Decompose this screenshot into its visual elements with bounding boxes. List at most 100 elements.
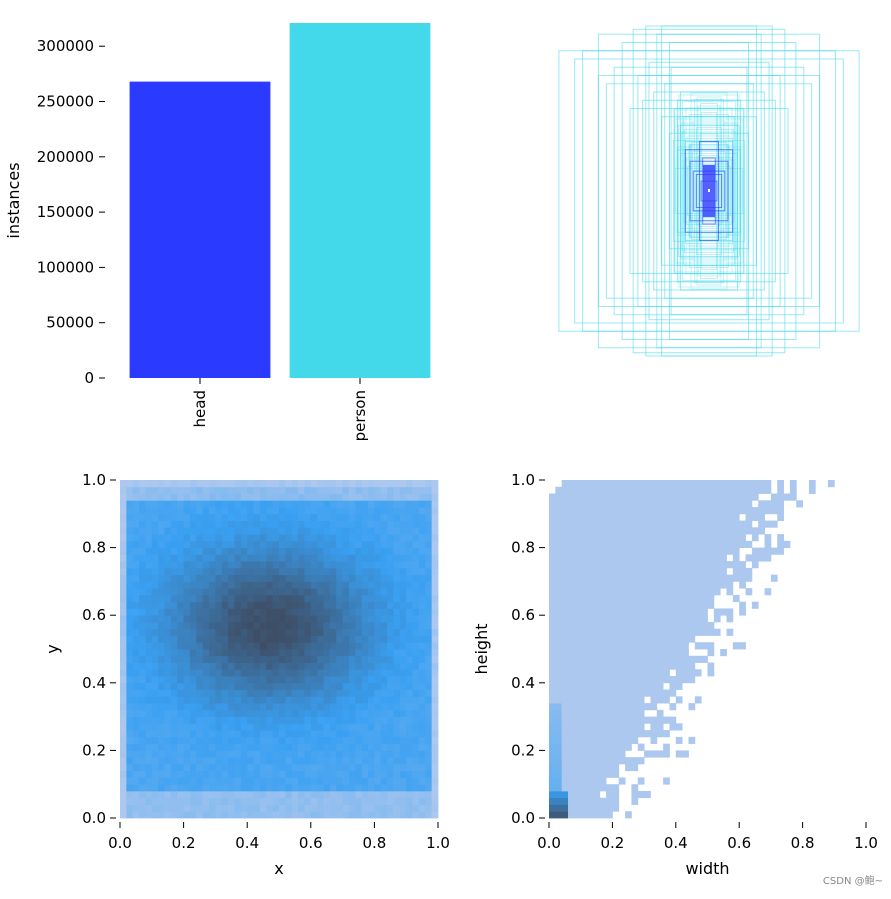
xy-cell (126, 642, 134, 650)
wh-cell (574, 716, 582, 724)
xy-cell (177, 621, 184, 630)
xy-cell (170, 628, 178, 636)
wh-cell (549, 730, 556, 738)
xy-cell (139, 547, 146, 555)
wh-cell (625, 480, 632, 488)
xy-cell (304, 811, 312, 819)
wh-cell (650, 689, 658, 697)
xy-cell (291, 601, 299, 609)
xy-cell (342, 615, 350, 623)
xy-cell (393, 567, 401, 576)
xy-cell (234, 811, 242, 819)
xy-cell (151, 635, 159, 643)
xy-cell (151, 811, 159, 819)
xy-cell (323, 561, 331, 569)
xy-cell (209, 676, 216, 684)
xy-cell (431, 750, 439, 758)
wh-cell (631, 723, 639, 731)
wh-cell (612, 527, 620, 535)
xy-cell (209, 628, 216, 636)
wh-cell (720, 608, 727, 616)
xy-cell (279, 486, 286, 494)
xy-cell (425, 554, 433, 562)
xy-cell (399, 567, 407, 576)
xy-cell (406, 608, 413, 616)
xy-cell (418, 716, 426, 724)
xy-cell (151, 784, 159, 792)
wh-cell (618, 777, 626, 785)
xy-cell (196, 723, 204, 731)
xy-cell (202, 763, 210, 772)
xy-cell (253, 588, 261, 596)
wh-cell (574, 527, 582, 535)
xy-cell (158, 493, 165, 501)
xy-cell (418, 797, 426, 805)
xy-cell (240, 567, 248, 576)
xy-cell (393, 777, 401, 785)
xy-cell (272, 615, 280, 623)
xy-cell (247, 730, 254, 738)
xy-cell (329, 628, 337, 636)
wh-cell (688, 662, 696, 670)
xy-cell (177, 642, 184, 650)
xy-cell (380, 642, 388, 650)
wh-cell (669, 513, 677, 521)
xy-cell (196, 581, 204, 589)
xy-cell (412, 703, 420, 711)
xy-cell (279, 676, 286, 684)
wh-cell (707, 662, 715, 670)
xy-cell (221, 770, 229, 778)
wh-cell (656, 547, 664, 555)
wh-cell (650, 547, 658, 555)
xy-cell (304, 520, 312, 528)
wh-cell (701, 513, 708, 521)
xy-cell (126, 581, 134, 589)
xy-cell (215, 608, 223, 616)
xy-cell (418, 811, 426, 819)
xy-cell (387, 561, 394, 569)
xy-cell (317, 696, 324, 704)
xy-cell (170, 689, 178, 697)
xy-cell (221, 716, 229, 724)
xy-cell (393, 736, 401, 745)
xy-cell (221, 527, 229, 535)
xy-cell (158, 696, 165, 704)
wh-cell (644, 527, 651, 535)
wh-cell (574, 520, 582, 528)
xy-cell (177, 777, 184, 785)
xy-cell (374, 574, 382, 582)
xy-cell (406, 527, 413, 535)
xy-cell (259, 527, 267, 535)
wh-cell (694, 554, 702, 562)
xy-cell (406, 621, 413, 630)
wh-cell (637, 655, 645, 663)
wh-cell (739, 500, 746, 508)
wh-cell (568, 676, 575, 684)
xy-cell (368, 527, 375, 535)
wh-cell (599, 757, 607, 765)
xy-cell (259, 777, 267, 785)
xy-cell (120, 486, 127, 494)
wh-cell (656, 621, 664, 630)
xy-cell (355, 540, 363, 548)
wh-cell (593, 804, 601, 812)
xy-cell (393, 763, 401, 772)
wh-cell (549, 689, 556, 697)
xy-cell (393, 649, 401, 657)
xy-cell (285, 621, 293, 630)
xy-cell (380, 669, 388, 677)
wh-cell (631, 682, 639, 690)
wh-cell (612, 574, 620, 582)
wh-cell (720, 507, 727, 515)
wh-cell (720, 486, 727, 494)
xy-cell (234, 628, 242, 636)
xy-cell (361, 534, 369, 542)
xy-cell (253, 696, 261, 704)
xy-cell (412, 689, 420, 697)
xy-cell (342, 716, 350, 724)
xy-cell (418, 601, 426, 609)
xy-cell (126, 757, 134, 765)
xy-cell (361, 784, 369, 792)
wh-cell (549, 507, 556, 515)
xy-cell (406, 730, 413, 738)
